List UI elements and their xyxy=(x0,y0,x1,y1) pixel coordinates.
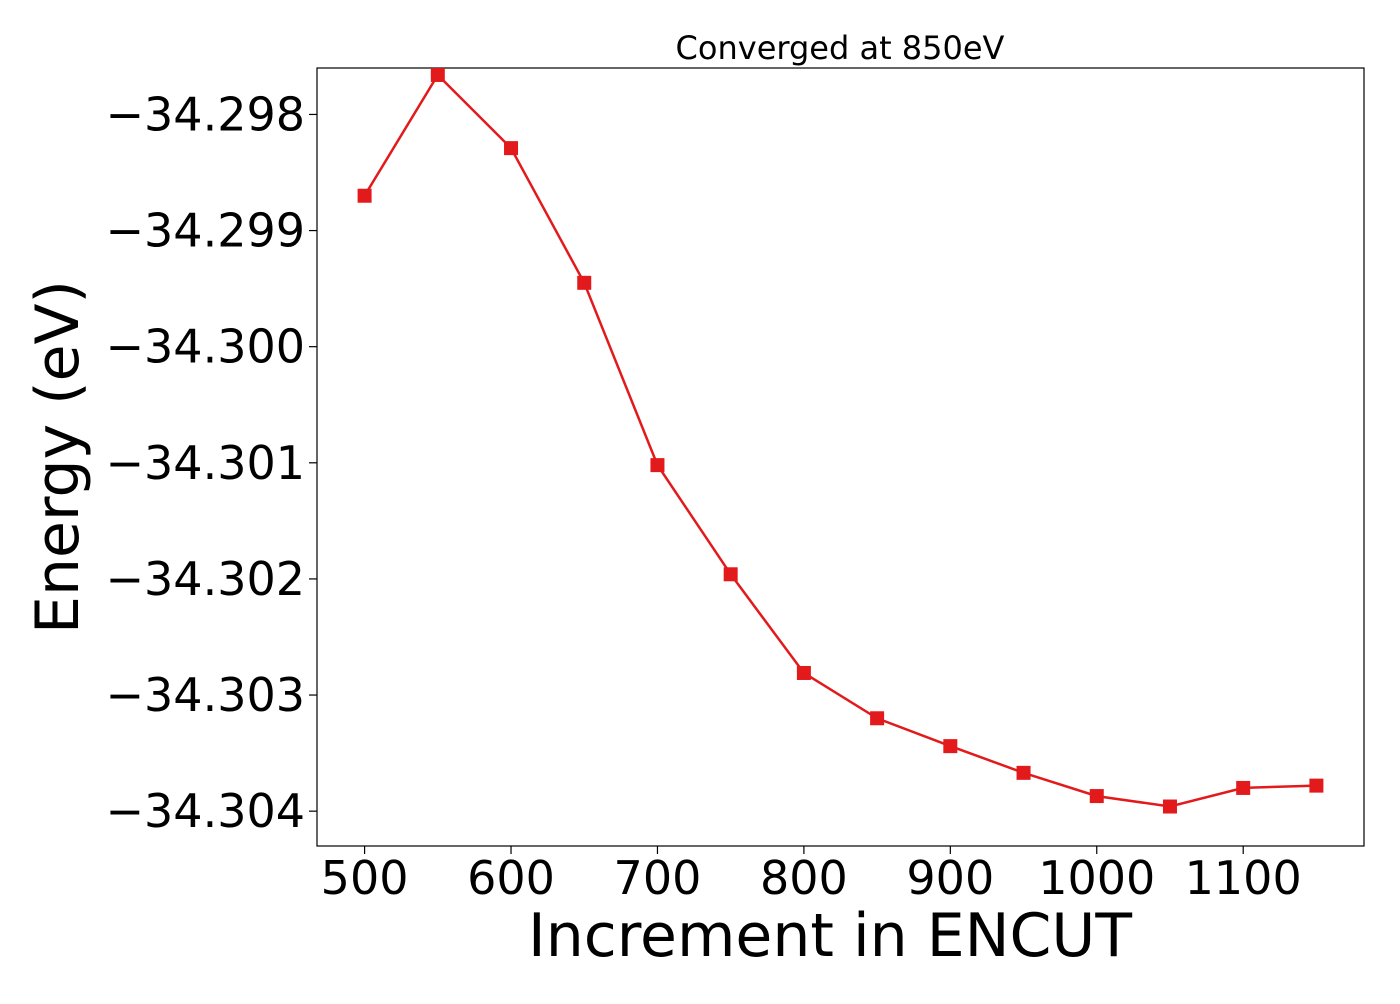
y-tick-label: −34.298 xyxy=(106,87,306,141)
y-tick-label: −34.300 xyxy=(106,320,306,374)
data-point xyxy=(1309,778,1324,793)
x-axis: 500 600 700 800 900 1000 1100 xyxy=(321,846,1302,905)
data-point xyxy=(870,711,885,726)
x-tick-label: 900 xyxy=(906,851,994,905)
data-point xyxy=(1089,789,1104,804)
data-point xyxy=(504,141,519,156)
data-point xyxy=(357,188,372,203)
data-point xyxy=(943,739,958,754)
x-tick-label: 800 xyxy=(760,851,848,905)
data-point xyxy=(1016,765,1031,780)
data-point xyxy=(1162,799,1177,814)
y-axis: −34.298 −34.299 −34.300 −34.301 −34.302 −34.3… xyxy=(106,87,317,838)
data-point xyxy=(723,567,738,582)
chart-title: Converged at 850eV xyxy=(676,29,1005,67)
x-tick-label: 1100 xyxy=(1185,851,1302,905)
x-tick-label: 700 xyxy=(614,851,702,905)
data-point xyxy=(1236,780,1251,795)
x-tick-label: 1000 xyxy=(1038,851,1155,905)
data-point xyxy=(577,275,592,290)
data-point xyxy=(796,665,811,680)
y-tick-label: −34.303 xyxy=(106,668,306,722)
y-tick-label: −34.299 xyxy=(106,204,306,258)
plot-area-frame xyxy=(316,67,1365,847)
data-point xyxy=(650,458,665,473)
x-tick-label: 500 xyxy=(321,851,409,905)
data-point xyxy=(430,67,445,82)
x-tick-label: 600 xyxy=(467,851,555,905)
y-tick-label: −34.302 xyxy=(106,552,306,606)
y-axis-label: Energy (eV) xyxy=(23,280,93,634)
series-layer xyxy=(357,67,1324,814)
series-line xyxy=(363,72,1317,808)
x-axis-label: Increment in ENCUT xyxy=(528,901,1132,971)
y-tick-label: −34.301 xyxy=(106,436,306,490)
y-tick-label: −34.304 xyxy=(106,784,306,838)
